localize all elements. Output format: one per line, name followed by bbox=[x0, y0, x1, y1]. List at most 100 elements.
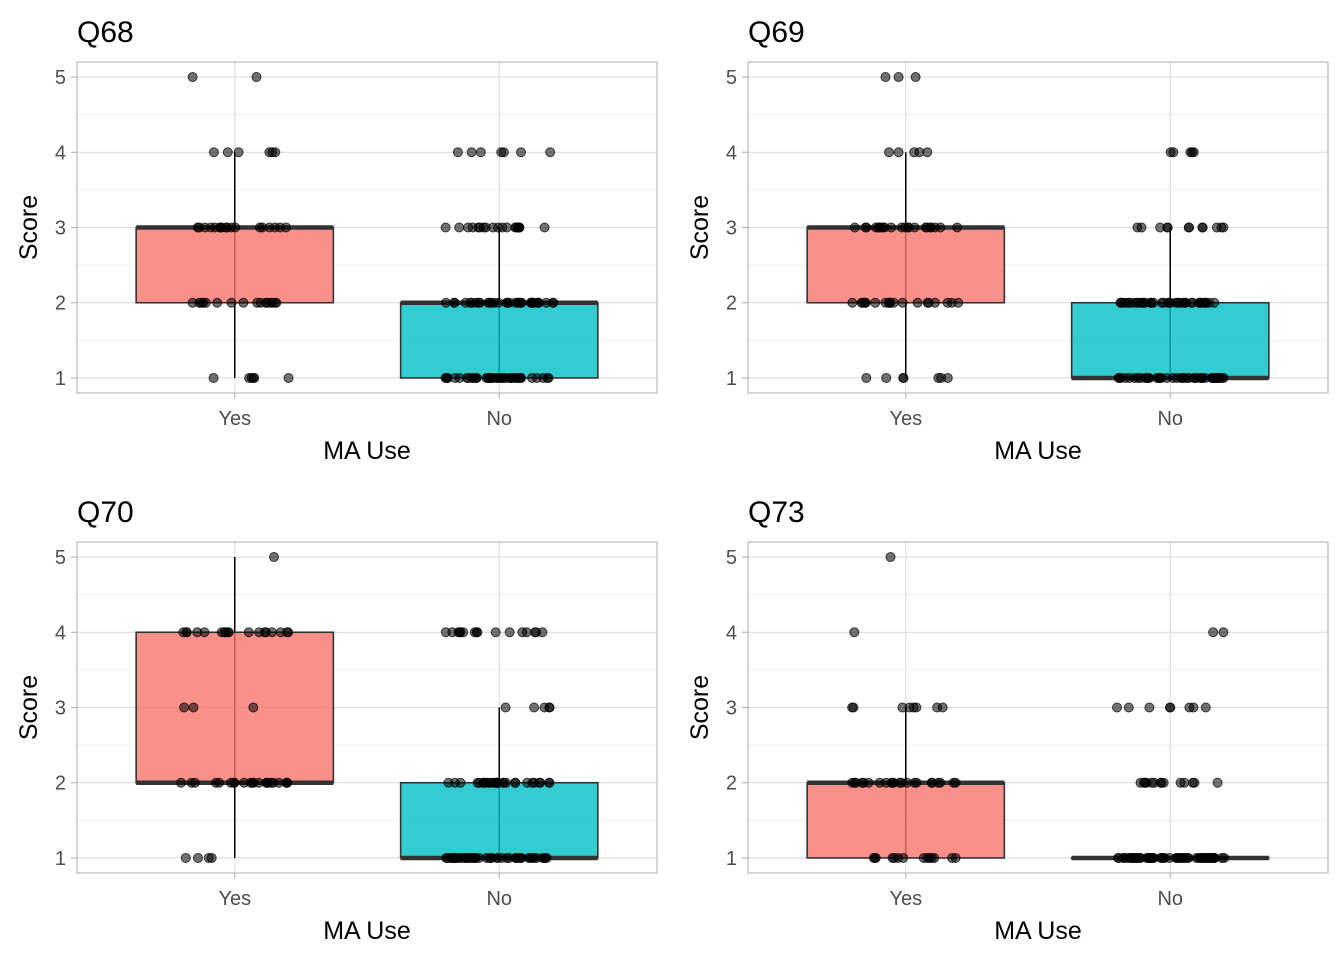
data-point bbox=[896, 222, 907, 233]
data-point bbox=[947, 852, 958, 863]
data-point bbox=[1189, 777, 1200, 788]
data-point bbox=[472, 627, 483, 638]
data-point bbox=[200, 222, 210, 233]
data-point bbox=[942, 372, 953, 383]
data-point bbox=[1197, 222, 1208, 233]
data-point bbox=[953, 297, 964, 308]
panel-title: Q69 bbox=[748, 16, 805, 49]
data-point bbox=[880, 72, 891, 83]
data-point bbox=[440, 627, 451, 638]
box-body bbox=[806, 781, 1006, 859]
data-point bbox=[216, 222, 227, 233]
x-tick-label: Yes bbox=[889, 888, 922, 910]
data-point bbox=[187, 72, 198, 83]
data-point bbox=[504, 297, 515, 308]
y-tick-label: 3 bbox=[55, 218, 66, 240]
y-axis-title: Score bbox=[686, 675, 714, 740]
y-tick-label: 3 bbox=[726, 218, 737, 240]
data-point bbox=[856, 297, 867, 308]
data-point bbox=[1218, 627, 1229, 638]
y-axis-title: Score bbox=[686, 195, 714, 260]
x-tick-label: Yes bbox=[218, 888, 251, 910]
data-point bbox=[858, 777, 869, 788]
data-point bbox=[464, 852, 475, 863]
data-point bbox=[247, 777, 258, 788]
data-point bbox=[267, 147, 278, 158]
data-point bbox=[190, 777, 200, 788]
y-tick-label: 1 bbox=[55, 368, 66, 390]
data-point bbox=[849, 222, 860, 233]
box-no bbox=[399, 147, 599, 383]
data-point bbox=[449, 297, 460, 308]
chart-panel-q69: 1 2 3 4 5 Yes No Q69 MA Use Score bbox=[686, 16, 1329, 465]
data-point bbox=[897, 297, 908, 308]
data-point bbox=[909, 777, 920, 788]
data-point bbox=[465, 297, 476, 308]
data-point bbox=[529, 777, 540, 788]
data-point bbox=[267, 627, 277, 638]
data-point bbox=[912, 297, 923, 308]
data-point bbox=[847, 777, 858, 788]
data-point bbox=[524, 852, 535, 863]
data-point bbox=[889, 852, 900, 863]
box-yes bbox=[806, 552, 1006, 863]
data-point bbox=[926, 777, 937, 788]
data-point bbox=[848, 702, 859, 713]
data-point bbox=[548, 297, 559, 308]
x-tick-label: No bbox=[1157, 888, 1183, 910]
data-point bbox=[920, 222, 931, 233]
data-point bbox=[521, 627, 532, 638]
data-point bbox=[193, 852, 203, 863]
data-point bbox=[898, 852, 909, 863]
data-point bbox=[893, 72, 904, 83]
data-point bbox=[273, 777, 284, 788]
x-axis-title: MA Use bbox=[994, 437, 1082, 465]
y-tick-label: 2 bbox=[55, 293, 66, 315]
y-axis-title: Score bbox=[15, 195, 43, 260]
data-point bbox=[529, 702, 540, 713]
y-tick-label: 5 bbox=[726, 547, 737, 569]
data-point bbox=[545, 147, 556, 158]
data-point bbox=[886, 222, 897, 233]
data-point bbox=[909, 147, 920, 158]
data-point bbox=[1132, 852, 1143, 863]
data-point bbox=[539, 852, 550, 863]
data-point bbox=[261, 777, 272, 788]
data-point bbox=[1200, 702, 1211, 713]
data-point bbox=[929, 852, 940, 863]
data-point bbox=[282, 627, 292, 638]
data-point bbox=[281, 222, 292, 233]
data-point bbox=[179, 702, 190, 713]
data-point bbox=[463, 222, 474, 233]
box-yes bbox=[806, 72, 1006, 383]
data-point bbox=[1188, 147, 1199, 158]
data-point bbox=[1112, 702, 1122, 713]
data-point bbox=[1208, 627, 1219, 638]
data-point bbox=[1113, 372, 1124, 383]
data-point bbox=[504, 627, 515, 638]
data-point bbox=[1144, 702, 1155, 713]
box-no bbox=[1070, 627, 1270, 863]
data-point bbox=[1208, 852, 1219, 863]
data-point bbox=[1124, 372, 1135, 383]
data-point bbox=[1132, 222, 1143, 233]
data-point bbox=[1123, 702, 1134, 713]
data-point bbox=[544, 777, 555, 788]
data-point bbox=[885, 297, 896, 308]
data-point bbox=[214, 777, 225, 788]
data-point bbox=[911, 702, 922, 713]
data-point bbox=[466, 147, 477, 158]
data-point bbox=[471, 372, 482, 383]
data-point bbox=[849, 627, 860, 638]
data-point bbox=[225, 777, 236, 788]
data-point bbox=[226, 297, 237, 308]
data-point bbox=[933, 372, 944, 383]
data-point bbox=[1195, 297, 1206, 308]
data-point bbox=[443, 777, 454, 788]
box-no bbox=[399, 627, 599, 863]
data-point bbox=[881, 372, 892, 383]
data-point bbox=[516, 147, 526, 158]
data-point bbox=[1219, 852, 1230, 863]
data-point bbox=[1188, 702, 1199, 713]
data-point bbox=[1148, 852, 1159, 863]
